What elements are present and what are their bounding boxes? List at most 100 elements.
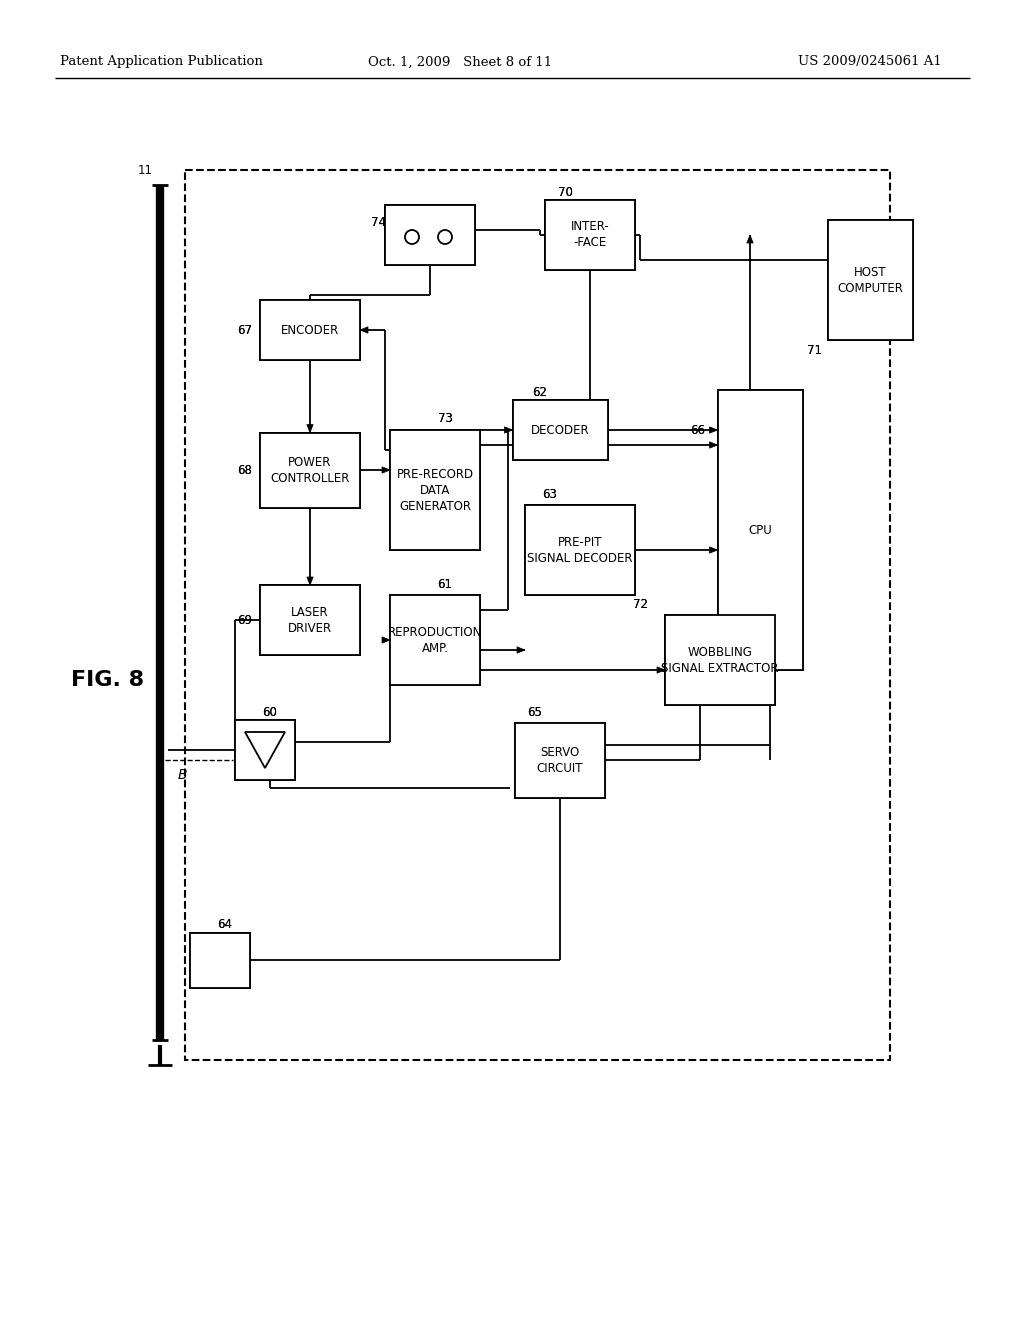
Polygon shape xyxy=(245,733,285,768)
Polygon shape xyxy=(710,546,718,553)
Bar xyxy=(718,389,803,671)
Polygon shape xyxy=(627,232,635,238)
Bar xyxy=(234,719,295,780)
Text: 64: 64 xyxy=(217,919,232,932)
Polygon shape xyxy=(234,747,242,752)
Text: 70: 70 xyxy=(557,186,572,199)
Text: PRE-RECORD
DATA
GENERATOR: PRE-RECORD DATA GENERATOR xyxy=(396,467,473,512)
Polygon shape xyxy=(307,425,313,433)
Bar xyxy=(665,615,775,705)
Polygon shape xyxy=(360,327,368,333)
Text: 68: 68 xyxy=(238,463,253,477)
Text: Patent Application Publication: Patent Application Publication xyxy=(60,55,263,69)
Text: FIG. 8: FIG. 8 xyxy=(72,671,144,690)
Polygon shape xyxy=(382,636,390,643)
Text: 66: 66 xyxy=(690,424,706,437)
Polygon shape xyxy=(307,577,313,585)
Text: 70: 70 xyxy=(557,186,572,199)
Polygon shape xyxy=(746,235,754,243)
Text: 61: 61 xyxy=(437,578,453,591)
Text: 69: 69 xyxy=(238,614,253,627)
Bar xyxy=(718,389,803,671)
Text: 60: 60 xyxy=(262,705,278,718)
Text: Oct. 1, 2009   Sheet 8 of 11: Oct. 1, 2009 Sheet 8 of 11 xyxy=(368,55,552,69)
Text: 73: 73 xyxy=(437,412,453,425)
Bar xyxy=(827,220,912,341)
Bar xyxy=(190,932,250,987)
Polygon shape xyxy=(307,300,313,308)
Bar xyxy=(185,170,890,1060)
Text: DECODER: DECODER xyxy=(530,424,590,437)
Text: 64: 64 xyxy=(217,919,232,932)
Text: 71: 71 xyxy=(808,343,822,356)
Polygon shape xyxy=(545,232,553,238)
Text: SERVO
CIRCUIT: SERVO CIRCUIT xyxy=(537,746,584,775)
Bar xyxy=(260,300,360,360)
Text: 67: 67 xyxy=(238,323,253,337)
Text: 74: 74 xyxy=(371,216,385,230)
Bar xyxy=(385,205,475,265)
Bar xyxy=(515,722,605,797)
Text: US 2009/0245061 A1: US 2009/0245061 A1 xyxy=(798,55,942,69)
Bar xyxy=(545,201,635,271)
Polygon shape xyxy=(382,467,390,473)
Bar xyxy=(260,585,360,655)
Polygon shape xyxy=(505,426,512,433)
Text: SERVO
CIRCUIT: SERVO CIRCUIT xyxy=(537,746,584,775)
Polygon shape xyxy=(710,442,718,449)
Text: 65: 65 xyxy=(527,705,543,718)
Text: DECODER: DECODER xyxy=(530,424,590,437)
Text: HOST
COMPUTER: HOST COMPUTER xyxy=(837,265,903,294)
Bar xyxy=(190,932,250,987)
Polygon shape xyxy=(512,426,520,433)
Text: PRE-PIT
SIGNAL DECODER: PRE-PIT SIGNAL DECODER xyxy=(527,536,633,565)
Bar xyxy=(390,595,480,685)
Polygon shape xyxy=(267,772,273,780)
Text: 63: 63 xyxy=(543,488,557,502)
Text: ENCODER: ENCODER xyxy=(281,323,339,337)
Text: CPU: CPU xyxy=(749,524,772,536)
Bar xyxy=(234,719,295,780)
Text: CPU: CPU xyxy=(749,524,772,536)
Polygon shape xyxy=(242,957,250,964)
Bar xyxy=(512,400,607,459)
Text: REPRODUCTION
AMP.: REPRODUCTION AMP. xyxy=(388,626,482,655)
Bar xyxy=(260,433,360,507)
Text: ENCODER: ENCODER xyxy=(281,323,339,337)
Polygon shape xyxy=(597,756,605,763)
Bar xyxy=(512,400,607,459)
Polygon shape xyxy=(245,733,285,768)
Text: WOBBLING
SIGNAL EXTRACTOR: WOBBLING SIGNAL EXTRACTOR xyxy=(662,645,778,675)
Bar xyxy=(390,595,480,685)
Text: PRE-PIT
SIGNAL DECODER: PRE-PIT SIGNAL DECODER xyxy=(527,536,633,565)
Text: POWER
CONTROLLER: POWER CONTROLLER xyxy=(270,455,349,484)
Text: 11: 11 xyxy=(137,164,153,177)
Bar xyxy=(260,433,360,507)
Text: B: B xyxy=(177,768,186,781)
Polygon shape xyxy=(517,647,525,653)
Text: PRE-RECORD
DATA
GENERATOR: PRE-RECORD DATA GENERATOR xyxy=(396,467,473,512)
Bar xyxy=(525,506,635,595)
Bar xyxy=(827,220,912,341)
Text: 67: 67 xyxy=(238,323,253,337)
Text: 62: 62 xyxy=(532,385,548,399)
Text: 73: 73 xyxy=(437,412,453,425)
Bar xyxy=(385,205,475,265)
Text: 72: 72 xyxy=(633,598,647,611)
Text: LASER
DRIVER: LASER DRIVER xyxy=(288,606,332,635)
Text: REPRODUCTION
AMP.: REPRODUCTION AMP. xyxy=(388,626,482,655)
Text: INTER-
-FACE: INTER- -FACE xyxy=(570,220,609,249)
Bar xyxy=(515,722,605,797)
Bar xyxy=(525,506,635,595)
Text: HOST
COMPUTER: HOST COMPUTER xyxy=(837,265,903,294)
Text: INTER-
-FACE: INTER- -FACE xyxy=(570,220,609,249)
Polygon shape xyxy=(710,657,718,663)
Text: 60: 60 xyxy=(262,705,278,718)
Bar xyxy=(260,585,360,655)
Text: WOBBLING
SIGNAL EXTRACTOR: WOBBLING SIGNAL EXTRACTOR xyxy=(662,645,778,675)
Bar xyxy=(260,300,360,360)
Text: 65: 65 xyxy=(527,705,543,718)
Text: 71: 71 xyxy=(808,343,822,356)
Text: POWER
CONTROLLER: POWER CONTROLLER xyxy=(270,455,349,484)
Polygon shape xyxy=(262,719,268,729)
